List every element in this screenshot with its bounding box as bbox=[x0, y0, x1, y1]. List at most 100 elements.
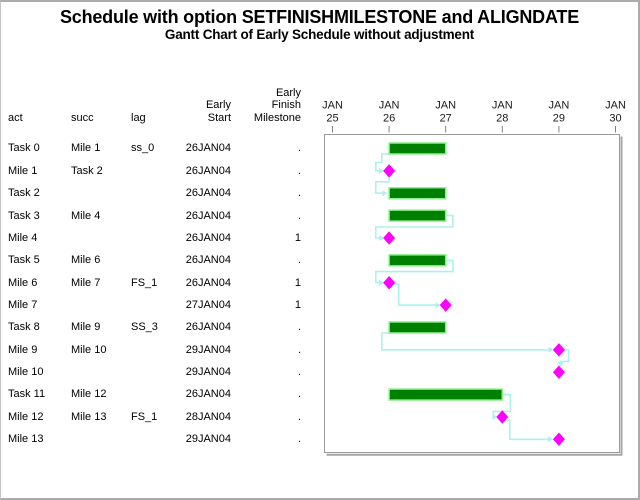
axis-day-label: 29 bbox=[553, 113, 565, 125]
axis-month-label: JAN bbox=[379, 100, 400, 112]
axis-day-label: 27 bbox=[440, 113, 452, 125]
page-subtitle: Gantt Chart of Early Schedule without ad… bbox=[164, 27, 475, 42]
axis-month-label: JAN bbox=[492, 100, 513, 112]
milestone-diamond bbox=[383, 231, 396, 245]
cell-early_start: 26JAN04 bbox=[185, 276, 231, 289]
cell-early_start: 26JAN04 bbox=[185, 321, 231, 334]
cell-early_finish_milestone: . bbox=[297, 321, 301, 334]
axis-month-label: JAN bbox=[435, 100, 456, 112]
cell-act: Mile 13 bbox=[8, 433, 44, 446]
col-header-early-start: Early Start bbox=[205, 99, 231, 125]
link-connector bbox=[503, 419, 549, 441]
axis-month-label: JAN bbox=[549, 100, 570, 112]
cell-act: Mile 4 bbox=[8, 231, 38, 244]
col-header-lag: lag bbox=[131, 112, 146, 125]
cell-act: Task 2 bbox=[8, 187, 40, 200]
table-row: Mile 7 27JAN04 1 bbox=[8, 294, 301, 316]
axis-month-label: JAN bbox=[322, 100, 343, 112]
cell-early_start: 27JAN04 bbox=[185, 298, 231, 311]
cell-succ: Mile 7 bbox=[71, 276, 101, 289]
table-row: Task 2 26JAN04. bbox=[8, 182, 301, 204]
cell-early_finish_milestone: . bbox=[297, 187, 301, 200]
activity-table-body: Task 0 Mile 1 ss_0 26JAN04. Mile 1 Task 2 26JA… bbox=[8, 137, 301, 450]
link-arrowhead bbox=[435, 302, 441, 309]
table-row: Task 11 Mile 12 26JAN04. bbox=[8, 383, 301, 405]
cell-succ: Mile 10 bbox=[71, 343, 107, 356]
cell-act: Task 3 bbox=[8, 209, 40, 222]
cell-early_finish_milestone: . bbox=[297, 164, 301, 177]
cell-early_finish_milestone: . bbox=[297, 410, 301, 423]
page-title: Schedule with option SETFINISHMILESTONE … bbox=[59, 7, 580, 27]
table-header-row: act succ lag Early Start Early Finish Mi… bbox=[8, 81, 301, 125]
cell-early_finish_milestone: 1 bbox=[294, 276, 301, 289]
link-arrowhead bbox=[382, 190, 388, 197]
milestone-diamond bbox=[552, 343, 565, 357]
axis-day-label: 28 bbox=[496, 113, 508, 125]
cell-early_start: 26JAN04 bbox=[185, 254, 231, 267]
cell-act: Mile 1 bbox=[8, 164, 38, 177]
cell-early_start: 26JAN04 bbox=[185, 187, 231, 200]
table-row: Mile 10 29JAN04. bbox=[8, 361, 301, 383]
cell-early_start: 26JAN04 bbox=[185, 142, 231, 155]
gantt-bar bbox=[388, 209, 447, 222]
link-connector bbox=[374, 153, 390, 172]
table-row: Task 3 Mile 4 26JAN04. bbox=[8, 204, 301, 226]
cell-succ: Mile 1 bbox=[71, 142, 101, 155]
cell-early_finish_milestone: . bbox=[297, 142, 301, 155]
table-row: Task 0 Mile 1 ss_0 26JAN04. bbox=[8, 137, 301, 159]
chart-frame-shadow bbox=[326, 136, 623, 456]
milestone-diamond bbox=[552, 365, 565, 379]
cell-early_finish_milestone: . bbox=[297, 209, 301, 222]
axis-day-label: 30 bbox=[609, 113, 621, 125]
cell-act: Mile 12 bbox=[8, 410, 44, 423]
milestone-diamond bbox=[496, 410, 509, 424]
link-arrowhead bbox=[548, 346, 554, 353]
table-row: Mile 13 29JAN04. bbox=[8, 428, 301, 450]
chart-frame bbox=[324, 134, 620, 453]
cell-lag: ss_0 bbox=[131, 142, 155, 155]
cell-act: Task 5 bbox=[8, 254, 40, 267]
cell-early_start: 26JAN04 bbox=[185, 231, 231, 244]
cell-early_start: 26JAN04 bbox=[185, 164, 231, 177]
axis-day-label: 25 bbox=[326, 113, 338, 125]
cell-succ: Mile 13 bbox=[71, 410, 107, 423]
col-header-early-finish-milestone: Early Finish Milestone bbox=[253, 86, 301, 125]
cell-early_start: 26JAN04 bbox=[185, 388, 231, 401]
cell-early_finish_milestone: 1 bbox=[294, 231, 301, 244]
milestone-diamond bbox=[439, 298, 452, 312]
table-row: Mile 6 Mile 7 FS_1 26JAN04 1 bbox=[8, 271, 301, 293]
table-row: Task 5 Mile 6 26JAN04. bbox=[8, 249, 301, 271]
cell-lag: FS_1 bbox=[131, 276, 158, 289]
cell-act: Mile 9 bbox=[8, 343, 38, 356]
gantt-bar bbox=[388, 388, 504, 401]
link-arrowhead bbox=[379, 279, 384, 286]
table-row: Mile 4 26JAN04 1 bbox=[8, 227, 301, 249]
table-row: Mile 1 Task 2 26JAN04. bbox=[8, 160, 301, 182]
cell-early_finish_milestone: 1 bbox=[294, 298, 301, 311]
cell-act: Mile 7 bbox=[8, 298, 38, 311]
link-connector bbox=[391, 283, 437, 306]
table-row: Task 8 Mile 9 SS_3 26JAN04. bbox=[8, 316, 301, 338]
link-arrowhead bbox=[379, 235, 384, 241]
cell-early_start: 29JAN04 bbox=[185, 343, 231, 356]
cell-succ: Mile 6 bbox=[71, 254, 101, 267]
axis-day-label: 26 bbox=[383, 113, 395, 125]
link-arrowhead bbox=[557, 362, 564, 367]
link-connector bbox=[374, 214, 454, 239]
milestone-diamond bbox=[552, 432, 565, 447]
cell-early_start: 29JAN04 bbox=[185, 366, 231, 379]
cell-succ: Mile 4 bbox=[71, 209, 101, 222]
link-connector bbox=[374, 259, 454, 284]
cell-early_start: 26JAN04 bbox=[185, 209, 231, 222]
cell-act: Mile 6 bbox=[8, 276, 38, 289]
cell-act: Task 8 bbox=[8, 321, 40, 334]
gantt-bar bbox=[388, 142, 447, 155]
cell-lag: FS_1 bbox=[131, 410, 158, 423]
col-header-act: act bbox=[8, 112, 23, 125]
link-arrowhead bbox=[492, 413, 498, 420]
cell-early_finish_milestone: . bbox=[297, 343, 301, 356]
gantt-bar bbox=[388, 321, 447, 334]
link-connector bbox=[380, 332, 550, 351]
cell-early_start: 28JAN04 bbox=[185, 410, 231, 423]
